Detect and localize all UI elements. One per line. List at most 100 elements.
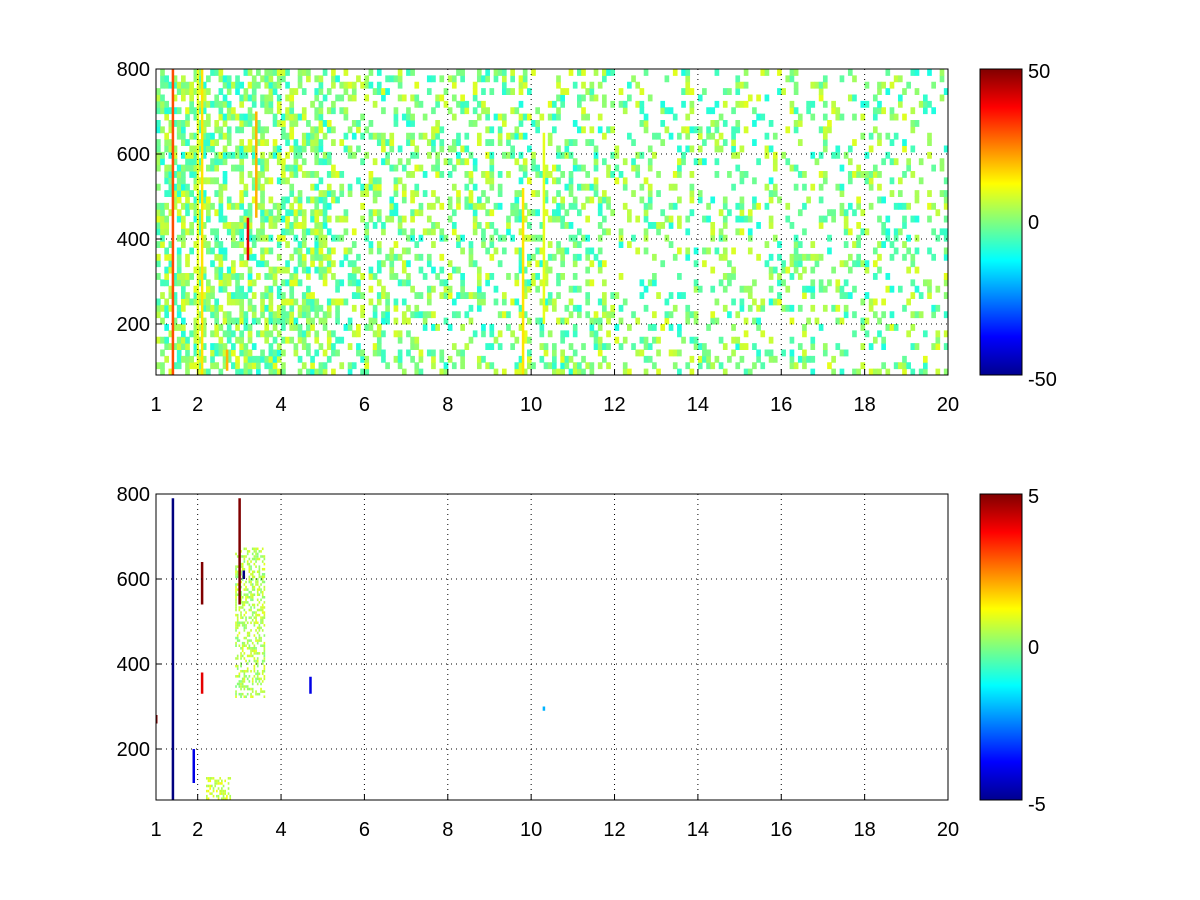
heatmap-cell [256, 598, 259, 602]
heatmap-cell [214, 151, 220, 159]
heatmap-cell [331, 196, 336, 204]
heatmap-cell [235, 685, 237, 688]
heatmap-cell [260, 618, 262, 622]
heatmap-cell [439, 279, 445, 287]
heatmap-cell [301, 209, 307, 217]
heatmap-cell [872, 336, 878, 344]
heatmap-cell [335, 215, 340, 223]
heatmap-cell [239, 304, 245, 312]
heatmap-cell [622, 177, 628, 185]
heatmap-cell [240, 573, 242, 576]
heatmap-cell [239, 139, 245, 146]
heatmap-cell [535, 234, 540, 242]
heatmap-cell [535, 317, 540, 325]
heatmap-cell [218, 215, 224, 223]
heatmap-cell [914, 234, 920, 242]
heatmap-cell [297, 222, 303, 229]
heatmap-cell [677, 132, 682, 140]
heatmap-cell [301, 234, 307, 242]
heatmap-cell [439, 202, 445, 210]
heatmap-cell [443, 368, 449, 375]
heatmap-cell [831, 151, 836, 159]
heatmap-cell [468, 196, 474, 204]
heatmap-cell [314, 139, 320, 146]
heatmap-cell [893, 158, 899, 166]
heatmap-cell [852, 75, 857, 83]
heatmap-cell [581, 94, 586, 102]
heatmap-cell [381, 228, 386, 236]
heatmap-cell [246, 562, 249, 566]
heatmap-cell [718, 234, 724, 242]
heatmap-cell [522, 164, 528, 172]
heatmap-cell [241, 669, 244, 673]
heatmap-cell [256, 641, 259, 645]
heatmap-cell [372, 273, 378, 280]
heatmap-cell [356, 177, 361, 185]
heatmap-cell [193, 88, 199, 95]
heatmap-cell [677, 349, 682, 357]
heatmap-cell [246, 631, 249, 635]
heatmap-cell [285, 139, 290, 146]
heatmap-cell [260, 687, 262, 691]
heatmap-cell [643, 120, 649, 127]
heatmap-cell [243, 190, 249, 197]
heatmap-cell [226, 324, 232, 331]
heatmap-cell [485, 171, 490, 178]
heatmap-cell [560, 336, 566, 344]
heatmap-cell [906, 266, 911, 274]
heatmap-cell [447, 260, 453, 268]
heatmap-cell [914, 215, 920, 223]
heatmap-cell [201, 330, 207, 338]
heatmap-cell [476, 75, 482, 83]
heatmap-cell [226, 298, 232, 306]
heatmap-cell [156, 298, 161, 306]
heatmap-cell [256, 552, 259, 556]
heatmap-cell [281, 292, 286, 299]
heatmap-cell [210, 164, 215, 172]
heatmap-cell [793, 120, 799, 127]
heatmap-cell [902, 145, 907, 153]
heatmap-cell [218, 75, 224, 83]
heatmap-cell [868, 183, 874, 191]
heatmap-cell [256, 621, 259, 625]
heatmap-cell [226, 196, 232, 204]
heatmap-cell [250, 692, 252, 696]
heatmap-cell [677, 215, 682, 223]
heatmap-cell [360, 304, 365, 312]
heatmap-cell [602, 75, 607, 83]
heatmap-cell [793, 234, 799, 242]
heatmap-cell [335, 285, 340, 293]
heatmap-cell [263, 634, 266, 637]
heatmap-cell [322, 368, 328, 375]
heatmap-cell [610, 126, 616, 134]
heatmap-cell [431, 145, 436, 153]
heatmap-cell [372, 190, 378, 197]
heatmap-cell [406, 113, 411, 121]
heatmap-cell [260, 639, 262, 642]
heatmap-cell [168, 260, 174, 268]
heatmap-cell [647, 145, 653, 153]
heatmap-cell [777, 292, 782, 299]
heatmap-cell [206, 113, 211, 121]
heatmap-cell [564, 145, 570, 153]
heatmap-cell [664, 107, 670, 115]
heatmap-cell [218, 260, 224, 268]
heatmap-cell [643, 355, 649, 363]
heatmap-cell [246, 593, 249, 596]
heatmap-cell [910, 215, 916, 223]
heatmap-cell [789, 222, 795, 229]
y-tick-label: 200 [117, 314, 150, 336]
heatmap-feature [225, 349, 229, 371]
x-axis: 1 2 4 6 8 10 12 14 16 18 20 [150, 369, 959, 416]
heatmap-cell [643, 126, 649, 134]
heatmap-cell [556, 241, 561, 248]
heatmap-cell [245, 685, 247, 688]
heatmap-cell [221, 787, 223, 790]
heatmap-cell [485, 151, 490, 159]
heatmap-cell [160, 241, 165, 248]
heatmap-cell [727, 88, 732, 95]
heatmap-cell [256, 662, 259, 665]
heatmap-cell [236, 613, 239, 617]
heatmap-cell [326, 202, 332, 210]
x-tick-label: 12 [603, 819, 625, 841]
